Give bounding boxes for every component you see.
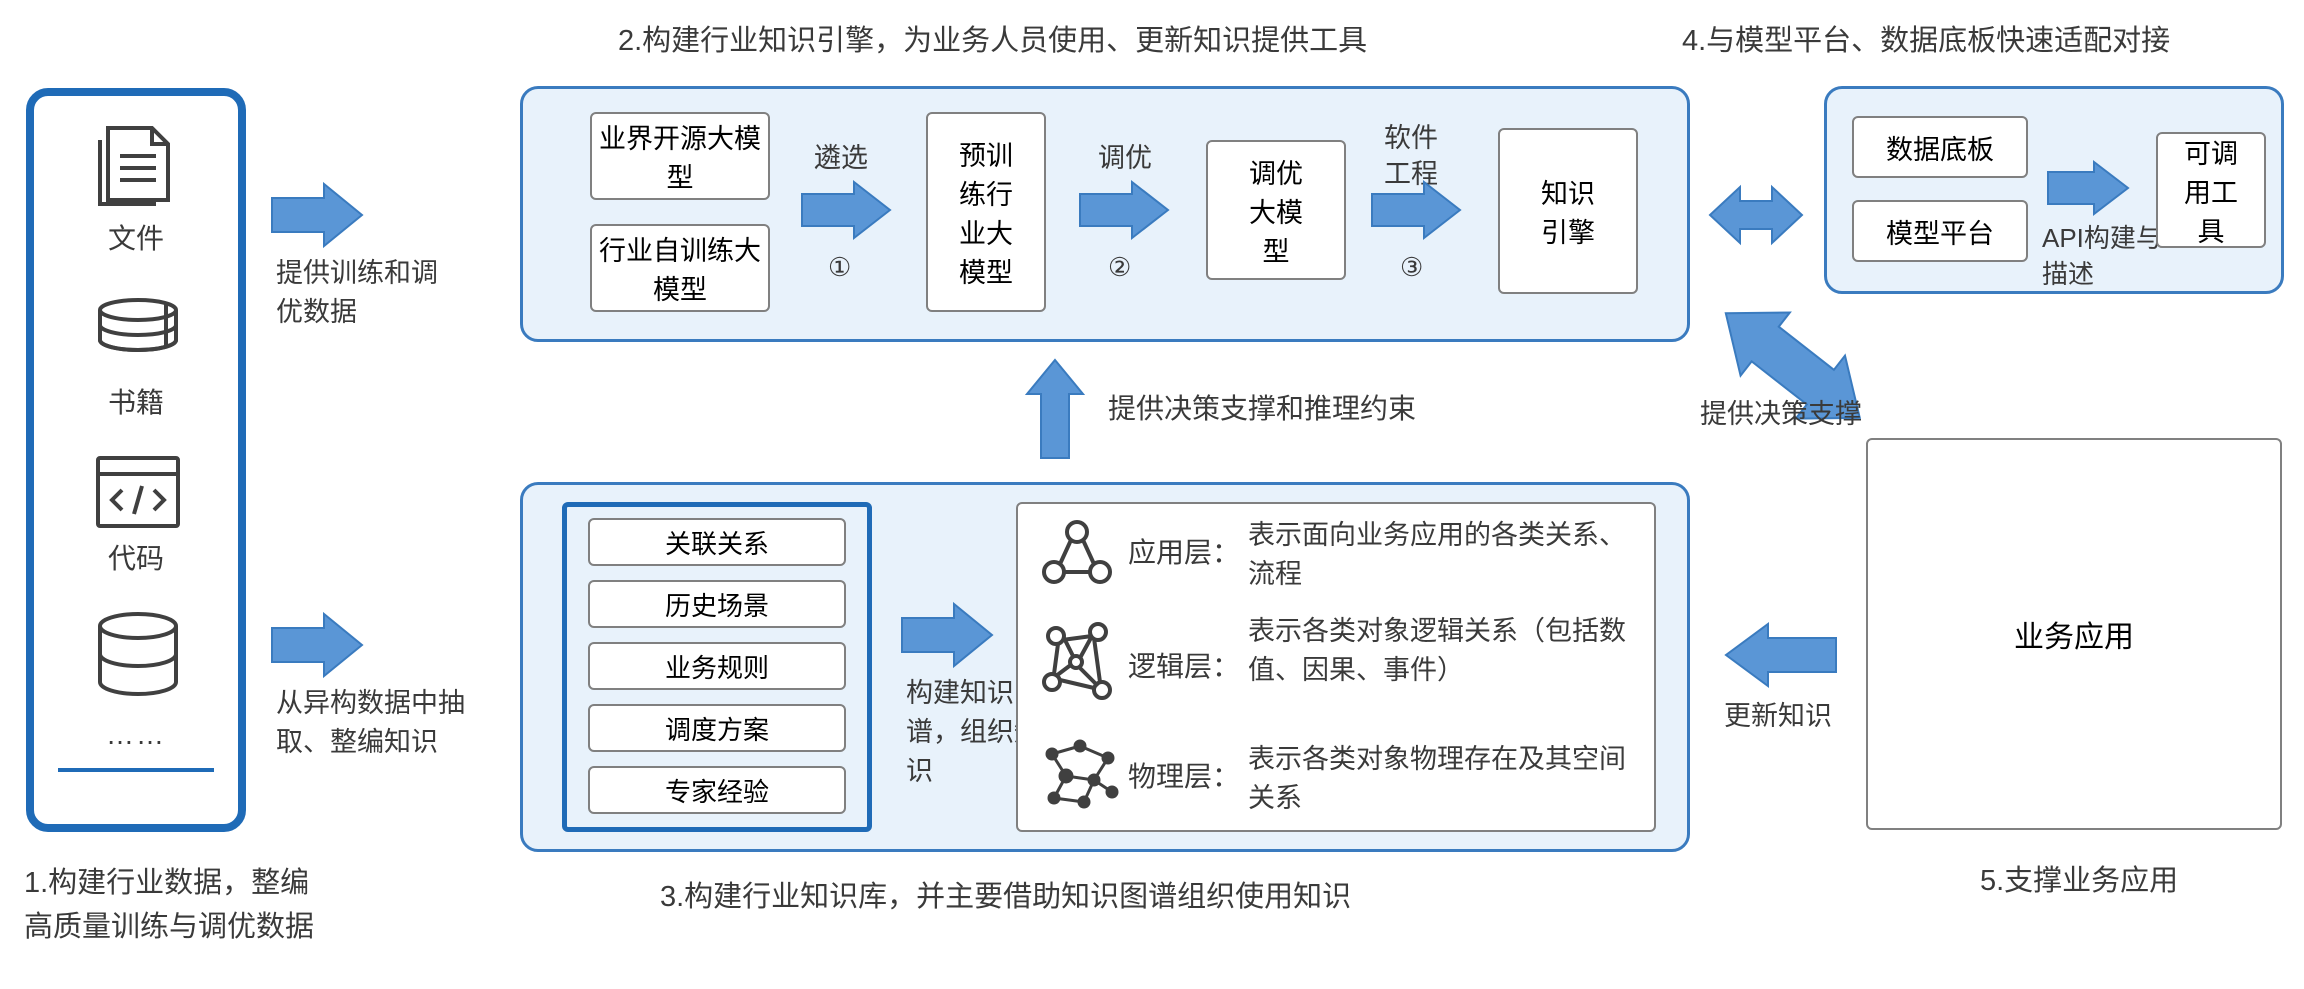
update-label: 更新知识 <box>1724 698 1832 734</box>
kb-item-3: 调度方案 <box>588 704 846 752</box>
arrow-engine-adapt <box>1706 180 1806 250</box>
arrow-adapt-tool <box>2044 158 2134 218</box>
box-biz-app: 业务应用 <box>1866 438 2282 830</box>
phys-layer-name: 物理层： <box>1128 758 1240 796</box>
app-layer-name: 应用层： <box>1128 534 1240 572</box>
kb-item-2: 业务规则 <box>588 642 846 690</box>
caption-5: 5.支撑业务应用 <box>1980 862 2178 901</box>
code-icon <box>94 454 182 534</box>
kb-item-0: 关联关系 <box>588 518 846 566</box>
sources-divider <box>58 768 214 772</box>
box-open-source-model-label: 业界开源大模型 <box>592 117 768 195</box>
box-pretrain-label: 预训练行业大模型 <box>956 134 1016 290</box>
source-label-more: …… <box>106 716 166 754</box>
logic-layer-name: 逻辑层： <box>1128 648 1240 686</box>
app-layer-icon <box>1038 516 1116 594</box>
caption-3: 3.构建行业知识库，并主要借助知识图谱组织使用知识 <box>660 878 1351 917</box>
box-data-base: 数据底板 <box>1852 116 2028 178</box>
step2-label: 调优 <box>1098 140 1152 176</box>
step1-label: 遴选 <box>814 140 868 176</box>
source-label-code: 代码 <box>108 540 164 578</box>
arrow-sources-engine <box>268 180 368 250</box>
box-callable-tool-label: 可调用工具 <box>2171 132 2251 249</box>
book-icon <box>90 290 186 380</box>
arrow-label-train-data: 提供训练和调优数据 <box>276 254 446 332</box>
box-self-train-model-label: 行业自训练大模型 <box>592 229 768 307</box>
step2-num: ② <box>1108 250 1131 285</box>
box-knowledge-engine: 知识引擎 <box>1498 128 1638 294</box>
kb-item-1-label: 历史场景 <box>665 586 769 623</box>
app-layer-desc: 表示面向业务应用的各类关系、流程 <box>1248 516 1648 594</box>
step3-num: ③ <box>1400 250 1423 285</box>
arrow-adapt-biz <box>1718 310 1888 460</box>
source-label-file: 文件 <box>108 220 164 258</box>
box-self-train-model: 行业自训练大模型 <box>590 224 770 312</box>
logic-layer-icon <box>1038 618 1116 710</box>
box-knowledge-engine-label: 知识引擎 <box>1533 172 1603 250</box>
box-model-platform-label: 模型平台 <box>1886 212 1994 251</box>
box-callable-tool: 可调用工具 <box>2156 132 2266 248</box>
vert-arrow-label: 提供决策支撑和推理约束 <box>1108 390 1416 428</box>
arrow-step1 <box>798 178 898 242</box>
box-tune-label: 调优大模型 <box>1239 152 1313 269</box>
box-biz-app-label: 业务应用 <box>2014 612 2134 656</box>
step1-num: ① <box>828 250 851 285</box>
arrow-kb-engine <box>1020 356 1090 466</box>
arrow-step3 <box>1368 178 1468 242</box>
arrow-label-extract: 从异构数据中抽取、整编知识 <box>276 684 476 762</box>
kb-item-0-label: 关联关系 <box>665 524 769 561</box>
box-data-base-label: 数据底板 <box>1886 128 1994 167</box>
arrow-biz-kb <box>1720 620 1840 690</box>
phys-layer-icon <box>1038 736 1124 814</box>
caption-2: 2.构建行业知识引擎，为业务人员使用、更新知识提供工具 <box>618 22 1367 61</box>
arrow-list-layers <box>898 600 998 670</box>
box-pretrain: 预训练行业大模型 <box>926 112 1046 312</box>
logic-layer-desc: 表示各类对象逻辑关系（包括数值、因果、事件） <box>1248 612 1648 690</box>
box-model-platform: 模型平台 <box>1852 200 2028 262</box>
diag-arrow-label: 提供决策支撑 <box>1700 396 1890 432</box>
arrow-step2 <box>1076 178 1176 242</box>
arrow-sources-kb <box>268 610 368 680</box>
kb-item-3-label: 调度方案 <box>665 710 769 747</box>
box-tune: 调优大模型 <box>1206 140 1346 280</box>
database-icon <box>90 610 186 706</box>
kb-item-4: 专家经验 <box>588 766 846 814</box>
box-open-source-model: 业界开源大模型 <box>590 112 770 200</box>
kb-item-1: 历史场景 <box>588 580 846 628</box>
caption-4: 4.与模型平台、数据底板快速适配对接 <box>1682 22 2170 61</box>
caption-1: 1.构建行业数据，整编高质量训练与调优数据 <box>24 862 314 949</box>
phys-layer-desc: 表示各类对象物理存在及其空间关系 <box>1248 740 1648 818</box>
api-label: API构建与描述 <box>2042 220 2162 293</box>
file-icon <box>90 120 186 216</box>
source-label-book: 书籍 <box>108 384 164 422</box>
kb-item-4-label: 专家经验 <box>665 772 769 809</box>
kb-item-2-label: 业务规则 <box>665 648 769 685</box>
